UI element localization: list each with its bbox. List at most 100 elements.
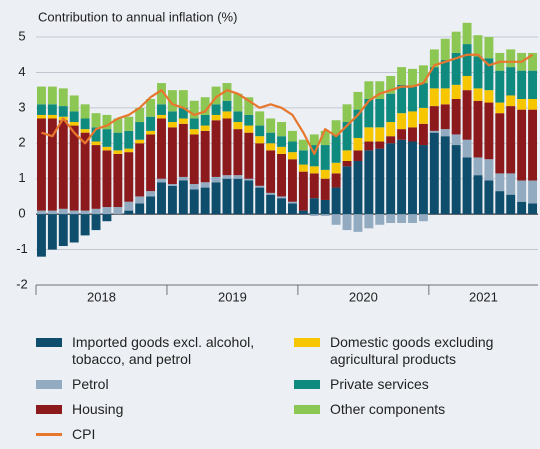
- bar-segment: [277, 153, 286, 197]
- bar-segment: [69, 210, 79, 215]
- bar-segment: [288, 152, 297, 160]
- legend-label: Domestic goods excluding agricultural pr…: [330, 334, 494, 367]
- bar-segment: [298, 164, 308, 172]
- bar-segment: [189, 118, 199, 130]
- bar-segment: [386, 93, 396, 123]
- bar-segment: [440, 129, 450, 137]
- bar-segment: [353, 109, 363, 138]
- bar-segment: [342, 214, 352, 231]
- bar-segment: [233, 129, 243, 176]
- bar-segment: [277, 146, 286, 154]
- bar-segment: [288, 203, 297, 215]
- bar-segment: [80, 129, 90, 133]
- bar-segment: [244, 114, 254, 126]
- x-group-label: 2019: [218, 289, 247, 304]
- bar-segment: [37, 214, 46, 257]
- bar-segment: [506, 106, 516, 174]
- bar-segment: [244, 97, 254, 115]
- bar-segment: [211, 176, 221, 183]
- bar-segment: [244, 180, 254, 215]
- bar-segment: [495, 173, 505, 192]
- bar-segment: [495, 70, 505, 103]
- legend-label: Housing: [72, 401, 124, 417]
- bar-segment: [353, 137, 363, 151]
- bar-segment: [451, 134, 461, 146]
- bar-segment: [135, 196, 145, 204]
- bar-segment: [429, 88, 439, 107]
- bar-segment: [342, 122, 352, 151]
- bar-segment: [58, 208, 68, 215]
- legend-item: Other components: [294, 401, 534, 418]
- bar-segment: [91, 113, 101, 128]
- bar-segment: [178, 118, 188, 124]
- bar-segment: [364, 127, 374, 142]
- bar-segment: [528, 99, 537, 110]
- bar-segment: [189, 134, 199, 185]
- bar-segment: [408, 68, 417, 87]
- bar-segment: [484, 180, 494, 215]
- bar-segment: [58, 88, 68, 107]
- legend-item: CPI: [36, 426, 294, 443]
- bar-segment: [462, 44, 472, 76]
- bar-segment: [146, 191, 156, 197]
- legend-label: Imported goods excl. alcohol, tobacco, a…: [72, 334, 255, 367]
- bar-segment: [408, 214, 417, 223]
- bar-segment: [167, 90, 177, 112]
- bar-segment: [277, 136, 286, 147]
- bar-segment: [309, 214, 319, 216]
- bar-segment: [418, 123, 428, 146]
- bar-segment: [429, 49, 439, 68]
- bar-segment: [473, 100, 483, 158]
- bar-segment: [80, 132, 90, 211]
- bar-segment: [418, 107, 428, 124]
- bar-segment: [418, 83, 428, 108]
- bar-segment: [47, 118, 57, 211]
- bar-segment: [157, 83, 166, 105]
- bar-segment: [397, 67, 407, 85]
- bar-segment: [146, 134, 156, 192]
- bar-segment: [255, 136, 265, 144]
- bar-segment: [298, 139, 308, 151]
- bar-segment: [375, 148, 385, 215]
- legend-swatch: [36, 405, 62, 414]
- bar-segment: [47, 114, 57, 119]
- bar-segment: [320, 214, 330, 216]
- bar-segment: [222, 83, 232, 101]
- bar-segment: [255, 143, 265, 186]
- bar-segment: [255, 111, 265, 126]
- bar-segment: [157, 118, 166, 179]
- bar-segment: [233, 122, 243, 130]
- bar-segment: [189, 189, 199, 215]
- bar-segment: [277, 198, 286, 215]
- bar-segment: [473, 56, 483, 89]
- bar-segment: [288, 159, 297, 202]
- bar-segment: [255, 185, 265, 188]
- bar-segment: [451, 99, 461, 135]
- bar-segment: [495, 113, 505, 174]
- legend-item: Domestic goods excluding agricultural pr…: [294, 334, 534, 368]
- bar-segment: [178, 123, 188, 177]
- bar-segment: [375, 141, 385, 149]
- bar-segment: [58, 120, 68, 209]
- legend-label: Petrol: [72, 376, 109, 392]
- bar-segment: [342, 104, 352, 123]
- bar-segment: [353, 214, 363, 232]
- bar-segment: [364, 99, 374, 128]
- bar-segment: [102, 150, 112, 208]
- bar-segment: [331, 187, 341, 215]
- bar-segment: [288, 201, 297, 204]
- bar-segment: [157, 178, 166, 183]
- bar-segment: [211, 182, 221, 215]
- bar-segment: [124, 130, 134, 149]
- bar-segment: [451, 145, 461, 215]
- bar-segment: [167, 111, 177, 123]
- bar-segment: [375, 81, 385, 99]
- bar-segment: [397, 129, 407, 140]
- bar-segment: [102, 146, 112, 151]
- legend-label: Other components: [330, 401, 446, 417]
- bar-segment: [353, 161, 363, 215]
- y-tick-label: -1: [16, 241, 28, 256]
- bar-segment: [222, 100, 232, 112]
- bar-segment: [80, 118, 90, 130]
- bar-segment: [91, 145, 101, 209]
